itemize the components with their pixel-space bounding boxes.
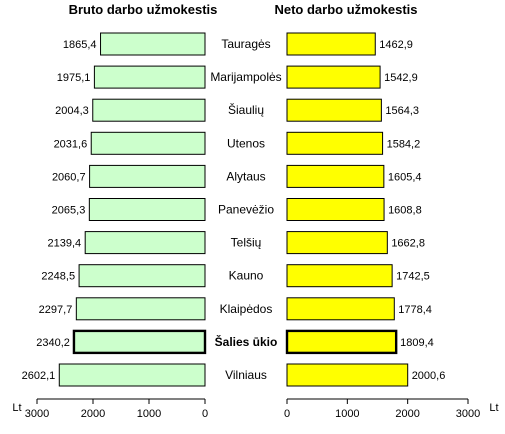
neto-bar-vilniaus [286,363,409,387]
neto-value-label-salies-ukio: 1809,4 [400,337,434,349]
neto-value-label-vilniaus: 2000,6 [412,370,446,382]
bruto-bar-telsiu [84,231,206,255]
bruto-value-label-kauno: 2248,5 [41,271,75,283]
bruto-value-label-telsiu: 2139,4 [48,238,82,250]
neto-bar-salies-ukio [285,329,398,355]
bruto-value-label-klaipedos: 2297,7 [39,304,73,316]
left-unit-label: Lt [12,402,21,414]
category-label-vilniaus: Vilniaus [225,368,267,382]
neto-tick-label: 2000 [395,408,419,420]
neto-value-label-siauliu: 1564,3 [385,105,419,117]
bruto-value-label-alytaus: 2060,7 [52,171,86,183]
neto-value-label-telsiu: 1662,8 [391,238,425,250]
bruto-tick-label: 1000 [137,408,161,420]
neto-value-label-panevezio: 1608,8 [388,205,422,217]
neto-tick-label: 3000 [456,408,480,420]
category-label-telsiu: Telšių [231,236,262,250]
right-bar-series: 1462,9 1542,9 1564,3 1584,2 1605,4 1608,8 1662… [285,32,446,387]
bruto-bar-kauno [78,264,206,288]
right-chart-title: Neto darbo užmokestis [274,2,417,17]
neto-value-label-marijampoles: 1542,9 [384,72,418,84]
category-label-kauno: Kauno [229,269,264,283]
category-label-alytaus: Alytaus [226,169,265,183]
bruto-tick-label: 2000 [81,408,105,420]
neto-value-label-klaipedos: 1778,4 [398,304,432,316]
left-x-axis: 3000 2000 1000 0 [25,398,208,420]
neto-tick-label: 1000 [335,408,359,420]
category-label-siauliu: Šiaulių [228,102,264,117]
bruto-bar-siauliu [92,98,206,122]
bruto-bar-utenos [90,131,206,155]
bruto-bar-taurages [100,32,206,56]
bruto-bar-marijampoles [93,65,206,89]
neto-value-label-kauno: 1742,5 [396,271,430,283]
bruto-bar-panevezio [88,198,206,221]
left-chart-title: Bruto darbo užmokestis [69,2,218,17]
neto-bar-klaipedos [286,297,395,321]
bruto-bar-salies-ukio [72,329,207,355]
neto-bar-kauno [286,264,393,288]
neto-bar-siauliu [286,98,382,122]
neto-value-label-utenos: 1584,2 [387,138,421,150]
bruto-value-label-marijampoles: 1975,1 [57,72,91,84]
bruto-value-label-panevezio: 2065,3 [52,205,86,217]
right-unit-label: Lt [489,402,498,414]
category-label-salies-ukio: Šalies ūkio [215,334,278,349]
neto-bar-telsiu [286,231,388,255]
category-label-klaipedos: Klaipėdos [220,302,273,316]
category-label-marijampoles: Marijampolės [210,70,281,84]
neto-bar-utenos [286,131,384,155]
bruto-bar-alytaus [89,164,206,188]
bruto-value-label-vilniaus: 2602,1 [22,370,56,382]
left-bar-series: 1865,4 1975,1 2004,3 2031,6 2060,7 2065,3 2139… [22,32,207,387]
neto-bar-panevezio [286,198,385,221]
bruto-value-label-siauliu: 2004,3 [55,105,89,117]
bruto-bar-klaipedos [75,297,206,321]
category-label-taurages: Tauragės [221,37,270,51]
neto-bar-alytaus [286,164,385,188]
bruto-tick-label: 0 [202,408,208,420]
category-labels: Tauragės Marijampolės Šiaulių Utenos Alytaus… [210,37,281,382]
bruto-value-label-utenos: 2031,6 [54,138,88,150]
bruto-tick-label: 3000 [25,408,49,420]
right-x-axis: 0 1000 2000 3000 [284,398,480,420]
category-label-utenos: Utenos [227,136,265,150]
neto-bar-taurages [286,32,376,56]
category-label-panevezio: Panevėžio [218,203,274,217]
bruto-value-label-salies-ukio: 2340,2 [36,337,70,349]
bruto-bar-vilniaus [58,363,206,387]
neto-value-label-taurages: 1462,9 [379,39,413,51]
neto-value-label-alytaus: 1605,4 [388,171,422,183]
neto-tick-label: 0 [284,408,290,420]
bruto-value-label-taurages: 1865,4 [63,39,97,51]
neto-bar-marijampoles [286,65,381,89]
